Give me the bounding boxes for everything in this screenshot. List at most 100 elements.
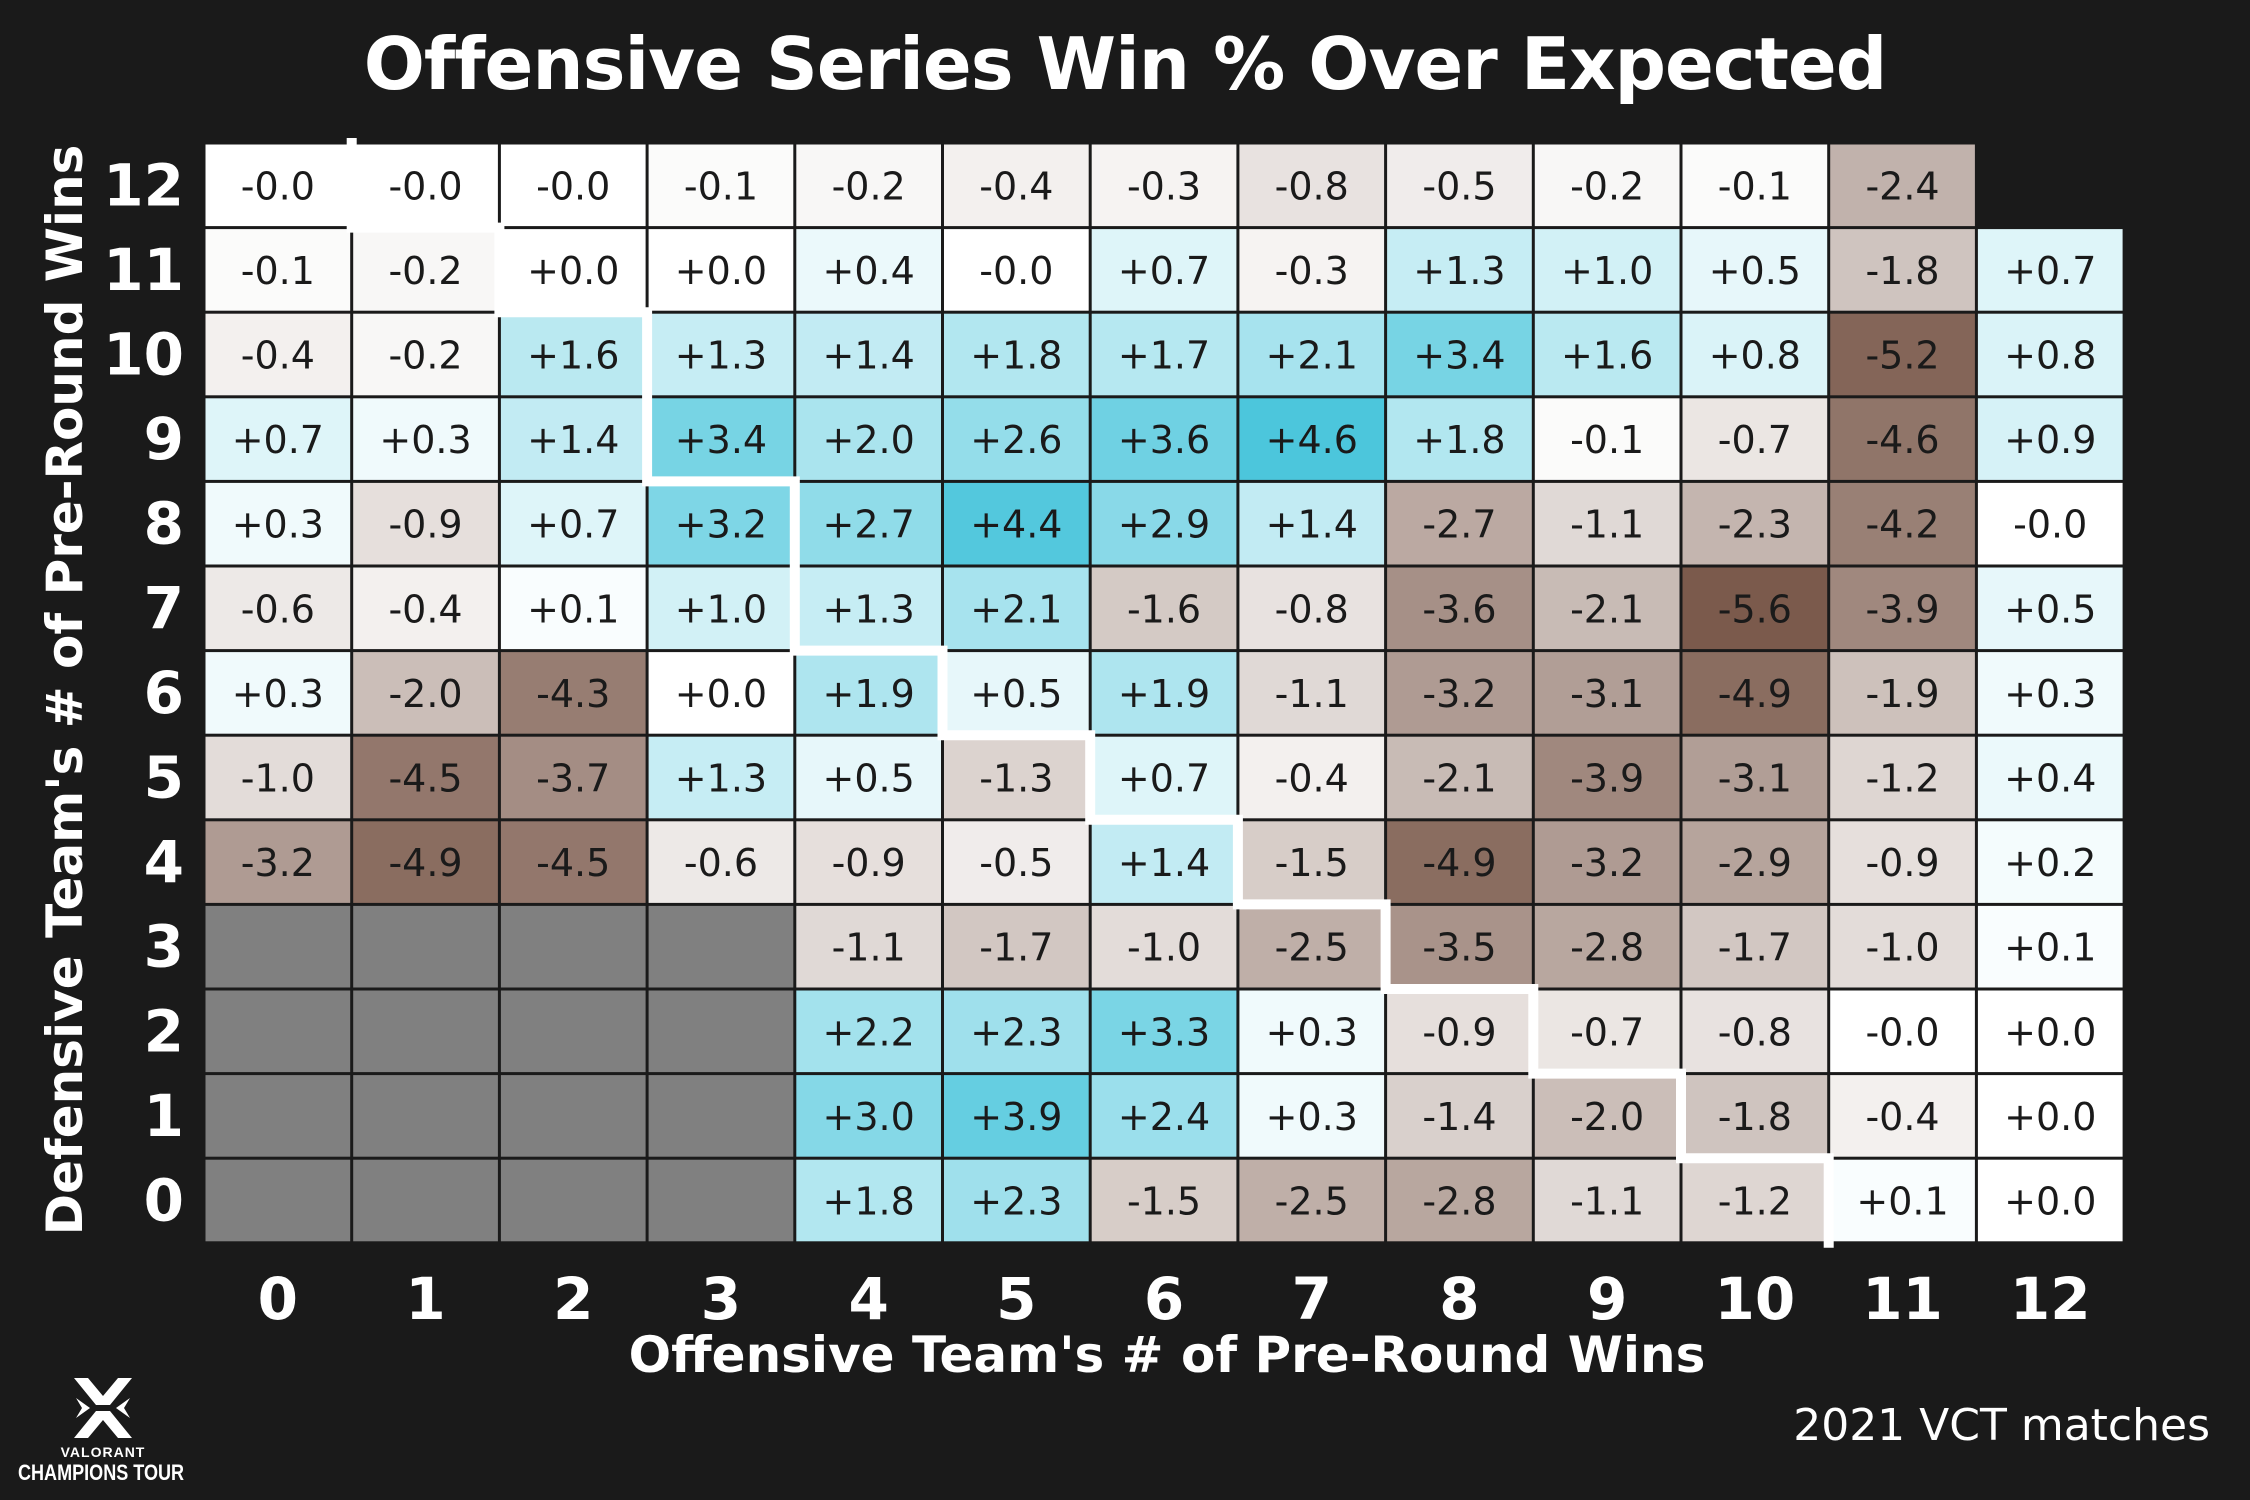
heatmap-cell <box>353 482 498 565</box>
x-tick-label: 7 <box>1292 1265 1332 1333</box>
cell-value-label: -1.4 <box>1422 1095 1496 1139</box>
heatmap-cell <box>796 144 941 227</box>
heatmap-cell <box>205 652 351 734</box>
heatmap-cell <box>1387 144 1532 227</box>
cell-value-label: -3.9 <box>1570 757 1644 801</box>
heatmap-cell <box>648 144 794 227</box>
cell-value-label: -0.8 <box>1718 1010 1792 1054</box>
cell-value-label: +0.3 <box>1266 1095 1358 1139</box>
cell-value-label: +3.4 <box>675 418 767 462</box>
y-tick-label: 0 <box>144 1167 184 1235</box>
cell-value-label: -5.2 <box>1865 334 1939 378</box>
cell-value-label: +1.6 <box>1561 334 1653 378</box>
heatmap-cell <box>1977 905 2123 988</box>
cell-value-label: -0.8 <box>1275 164 1349 208</box>
heatmap-cell <box>1387 1159 1532 1242</box>
cell-value-label: +1.8 <box>823 1180 915 1224</box>
heatmap-cell <box>353 144 498 227</box>
heatmap-cell <box>944 229 1089 311</box>
heatmap-cell <box>353 990 498 1073</box>
heatmap-cell <box>1977 567 2123 650</box>
cell-value-label: +2.0 <box>823 418 915 462</box>
cell-value-label: +0.5 <box>970 672 1062 716</box>
heatmap-cell <box>353 736 498 819</box>
cell-value-label: +1.3 <box>675 757 767 801</box>
x-tick-label: 4 <box>848 1265 888 1333</box>
cell-value-label: +4.6 <box>1266 418 1358 462</box>
heatmap-cell <box>1830 1075 1975 1157</box>
heatmap-cell <box>796 313 941 396</box>
cell-value-label: -0.1 <box>241 249 315 293</box>
heatmap-cell <box>1387 567 1532 650</box>
x-axis-label: Offensive Team's # of Pre-Round Wins <box>629 1326 1706 1384</box>
x-tick-label: 8 <box>1439 1265 1479 1333</box>
heatmap-cell <box>1091 990 1237 1073</box>
heatmap-cell <box>500 990 646 1073</box>
heatmap-cell <box>205 990 351 1073</box>
cell-value-label: -0.2 <box>832 164 906 208</box>
x-tick-label: 11 <box>1862 1265 1943 1333</box>
heatmap-cell <box>1682 1159 1828 1242</box>
heatmap-cell <box>205 736 351 819</box>
cell-value-label: -0.3 <box>1127 164 1201 208</box>
cell-value-label: -4.5 <box>536 841 610 885</box>
x-tick-label: 2 <box>553 1265 593 1333</box>
heatmap-cell <box>648 905 794 988</box>
cell-value-label: -0.0 <box>1865 1010 1939 1054</box>
heatmap-cell <box>796 482 941 565</box>
cell-value-label: -0.2 <box>388 334 462 378</box>
heatmap-cell <box>1091 229 1237 311</box>
heatmap-cell <box>1534 652 1680 734</box>
cell-value-label: -0.4 <box>979 164 1053 208</box>
heatmap-cell <box>1977 1159 2123 1242</box>
cell-value-label: -0.8 <box>1275 587 1349 631</box>
x-tick-label: 3 <box>701 1265 741 1333</box>
heatmap-cell <box>796 990 941 1073</box>
cell-value-label: -3.5 <box>1422 926 1496 970</box>
cell-value-label: +2.1 <box>1266 334 1358 378</box>
heatmap-cell <box>1977 482 2123 565</box>
heatmap-cell <box>500 905 646 988</box>
heatmap-cell <box>796 567 941 650</box>
heatmap-cell <box>205 482 351 565</box>
heatmap-cell <box>648 482 794 565</box>
cell-value-label: -0.9 <box>388 503 462 547</box>
cell-value-label: -2.0 <box>1570 1095 1644 1139</box>
heatmap-cell <box>500 821 646 903</box>
heatmap-cell <box>944 1159 1089 1242</box>
cell-value-label: -1.2 <box>1865 757 1939 801</box>
cell-value-label: +1.3 <box>1413 249 1505 293</box>
logo-line1: VALORANT <box>60 1444 146 1460</box>
cell-value-label: +0.5 <box>823 757 915 801</box>
cell-value-label: -1.7 <box>979 926 1053 970</box>
heatmap-cell <box>796 229 941 311</box>
heatmap-cell <box>944 398 1089 480</box>
heatmap-cell <box>1387 482 1532 565</box>
cell-value-label: +2.2 <box>823 1010 915 1054</box>
cell-value-label: +1.9 <box>823 672 915 716</box>
heatmap-cell <box>1977 1075 2123 1157</box>
cell-value-label: -0.2 <box>388 249 462 293</box>
cell-value-label: -3.9 <box>1865 587 1939 631</box>
heatmap-cell <box>500 313 646 396</box>
cell-value-label: -3.2 <box>1570 841 1644 885</box>
y-tick-label: 7 <box>144 574 184 642</box>
heatmap-cell <box>944 144 1089 227</box>
heatmap-cell <box>1830 229 1975 311</box>
heatmap-cell <box>1239 229 1385 311</box>
heatmap-cell <box>648 229 794 311</box>
heatmap-cell <box>944 990 1089 1073</box>
cell-value-label: -3.2 <box>241 841 315 885</box>
cell-value-label: -1.8 <box>1865 249 1939 293</box>
heatmap-cell <box>796 1075 941 1157</box>
cell-value-label: -2.5 <box>1275 926 1349 970</box>
cell-value-label: +0.0 <box>675 672 767 716</box>
heatmap-cell <box>1534 821 1680 903</box>
cell-value-label: +4.4 <box>970 503 1062 547</box>
cell-value-label: +3.2 <box>675 503 767 547</box>
heatmap-cell <box>1682 821 1828 903</box>
x-tick-label: 10 <box>1714 1265 1795 1333</box>
cell-value-label: -1.0 <box>1127 926 1201 970</box>
cell-value-label: -0.9 <box>1422 1010 1496 1054</box>
